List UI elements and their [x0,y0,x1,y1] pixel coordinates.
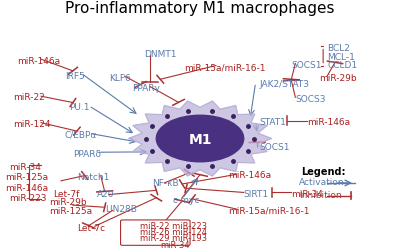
Text: miR-34: miR-34 [9,162,41,171]
Text: miR-34: miR-34 [160,240,190,249]
Text: Let-7f: Let-7f [53,189,80,198]
Text: Activation: Activation [299,177,345,186]
Text: miR-15a/miR-16-1: miR-15a/miR-16-1 [184,63,266,72]
Text: c-myc: c-myc [172,196,200,205]
Text: miR-29b: miR-29b [49,198,87,207]
FancyBboxPatch shape [120,220,190,245]
Text: miR-22 miR-223: miR-22 miR-223 [140,221,208,230]
Text: CCLD1: CCLD1 [327,61,357,70]
Text: SOCS3: SOCS3 [295,94,326,103]
Text: miR-146a: miR-146a [228,170,271,179]
Text: miR-22: miR-22 [13,92,45,101]
Title: Pro-inflammatory M1 macrophages: Pro-inflammatory M1 macrophages [65,1,335,16]
Circle shape [156,116,244,162]
Text: miR-125a: miR-125a [5,172,48,181]
Text: miR-223: miR-223 [9,194,47,202]
Text: Inhibition: Inhibition [299,190,342,199]
Text: miR-125a: miR-125a [49,206,92,215]
Text: PU.1: PU.1 [69,103,90,112]
Text: LIN28B: LIN28B [105,204,136,213]
Text: SOCS1: SOCS1 [260,143,290,152]
Text: C/EBPα: C/EBPα [65,130,97,139]
Text: NF-κB: NF-κB [152,179,179,188]
Text: miR-26 miR-124: miR-26 miR-124 [140,227,208,236]
Text: miR-29b: miR-29b [319,73,357,82]
Text: MCL-1: MCL-1 [327,52,355,61]
Text: STAT1: STAT1 [260,118,286,127]
Text: miR-124: miR-124 [13,120,51,129]
Text: miR-15a/miR-16-1: miR-15a/miR-16-1 [228,206,309,215]
Text: miR-146a: miR-146a [307,118,350,127]
Text: PPARδ: PPARδ [73,149,101,158]
Text: miR-29 miR-193: miR-29 miR-193 [140,234,208,242]
Text: A20: A20 [97,189,114,198]
Text: SIRT1: SIRT1 [244,189,269,198]
Text: BCL2: BCL2 [327,44,350,53]
Polygon shape [128,102,272,176]
Text: Notch1: Notch1 [77,172,109,181]
Text: PPARγ: PPARγ [132,84,160,93]
Text: Legend:: Legend: [301,167,345,177]
Text: miR-34: miR-34 [291,189,323,198]
Text: DNMT1: DNMT1 [144,50,177,59]
Text: Let-7c: Let-7c [77,223,105,232]
Text: SOCS1: SOCS1 [291,61,322,70]
Text: M1: M1 [188,132,212,146]
Text: miR-146a: miR-146a [5,183,48,192]
Text: JAK2/STAT3: JAK2/STAT3 [260,80,310,89]
Text: miR-146a: miR-146a [17,56,60,66]
Text: IRF5: IRF5 [65,71,85,80]
Text: KLF6: KLF6 [109,73,130,82]
